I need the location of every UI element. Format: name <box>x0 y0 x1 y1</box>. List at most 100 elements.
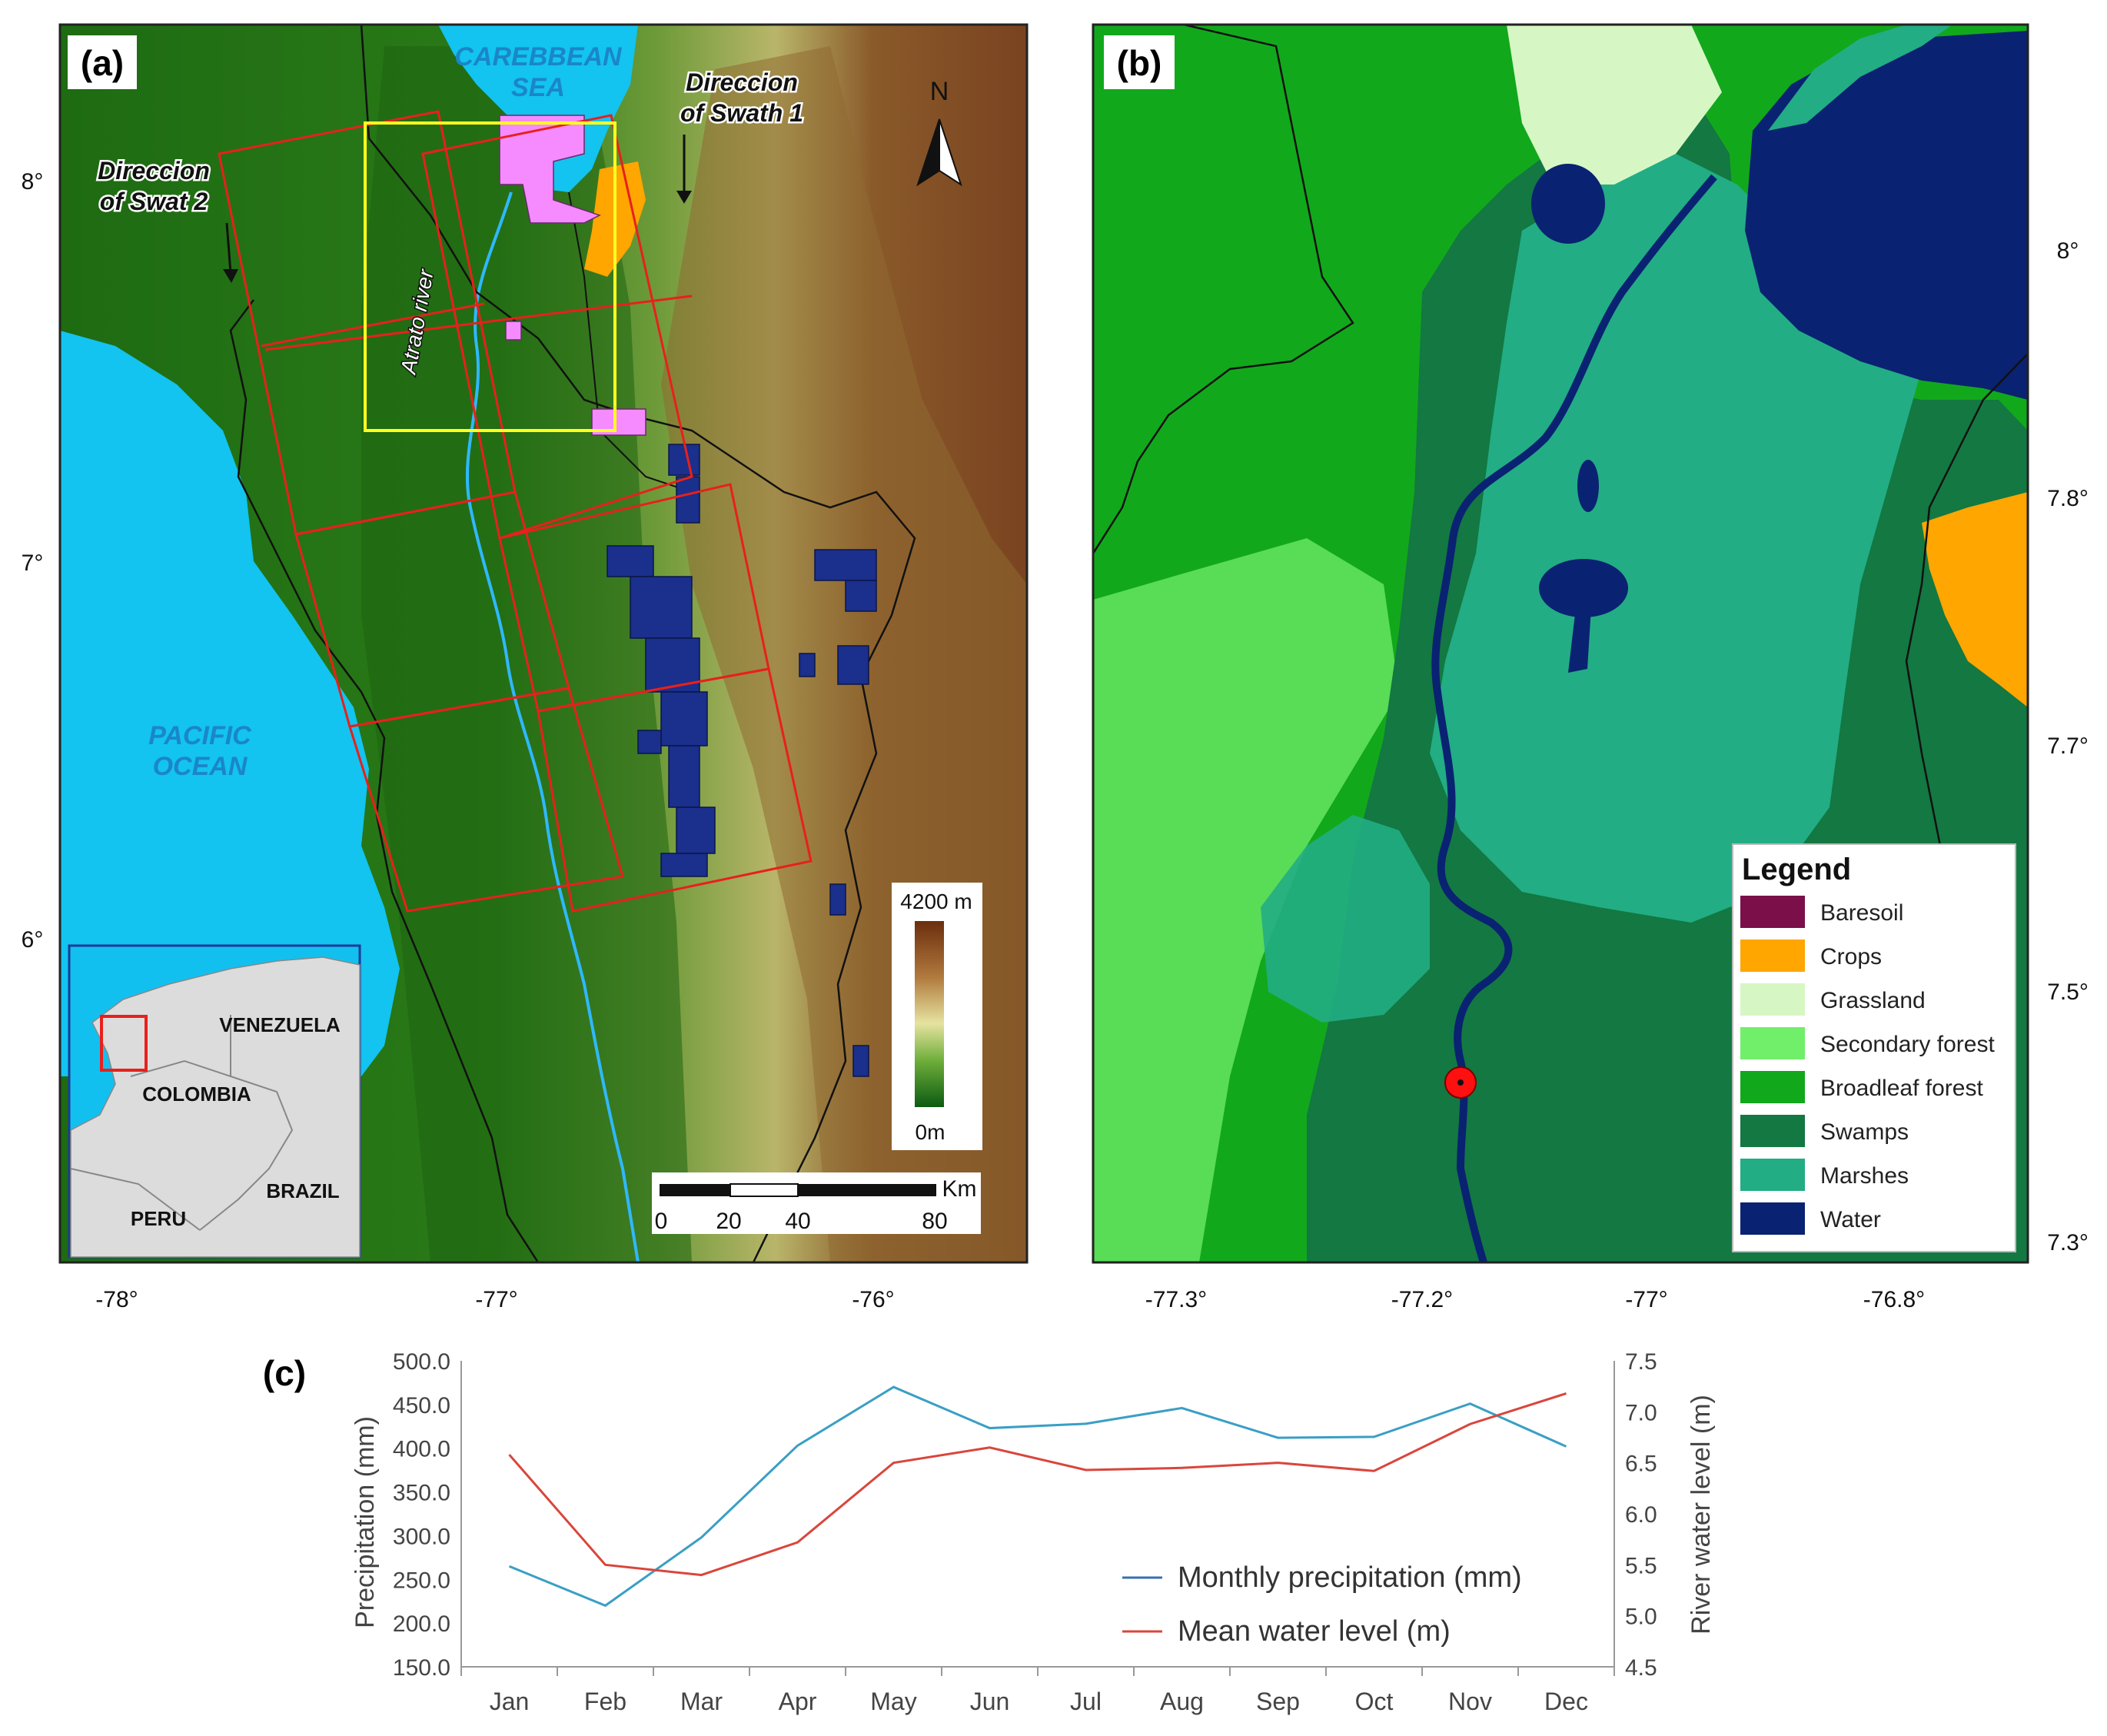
legend-swatch-5 <box>1740 1115 1805 1147</box>
swath1-arrowhead <box>676 191 692 204</box>
lagoon-center <box>1539 559 1628 617</box>
atrato-river <box>465 191 640 1262</box>
swath2-arrow <box>225 222 232 274</box>
panel-a-lat-ticks: 8° 7° 6° <box>22 169 44 953</box>
inset-study-box <box>100 1015 148 1072</box>
country-border <box>229 299 540 1262</box>
marshes-west <box>1261 815 1430 1023</box>
x-tick-label: Jan <box>490 1688 530 1715</box>
y-tick-label: 400.0 <box>393 1437 450 1462</box>
x-tick-label: Feb <box>584 1688 626 1715</box>
y2-tick-label: 4.5 <box>1625 1655 1657 1681</box>
panel-b-frame <box>1092 23 2029 1264</box>
water-blocks <box>607 444 877 1077</box>
landcover-legend: Legend Baresoil Crops Grassland Secondary f… <box>1732 843 2016 1252</box>
legend-swatch-6 <box>1740 1159 1805 1191</box>
inset-peru: PERU <box>131 1207 186 1230</box>
x-tick-label: Sep <box>1256 1688 1300 1715</box>
swath1-line2: of Swath 1 <box>680 99 803 127</box>
inset-land <box>70 956 361 1258</box>
crops-patch-right <box>1922 492 2028 707</box>
lon-tick-b-768: -76.8° <box>1863 1287 1925 1312</box>
inset-map: VENEZUELA COLOMBIA BRAZIL PERU <box>68 944 361 1259</box>
lat-tick-8: 8° <box>22 169 44 195</box>
x-tick-label: Jul <box>1070 1688 1102 1715</box>
lon-tick-78: -78° <box>95 1287 138 1312</box>
lagoon-north <box>1531 164 1605 244</box>
y-tick-label: 500.0 <box>393 1349 450 1375</box>
north-label: N <box>930 77 949 106</box>
swath1-label: Direccion of Swath 1 <box>678 67 805 129</box>
lagoon-small <box>1577 460 1599 512</box>
swath2-line1: Direccion <box>98 157 210 185</box>
y2-tick-label: 7.5 <box>1625 1349 1657 1375</box>
legend-swatch-0 <box>1740 896 1805 928</box>
x-tick-label: Jun <box>970 1688 1010 1715</box>
pink-small-1 <box>505 321 522 341</box>
panel-b-map: (b) Legend Baresoil Crops Grassland Seconda… <box>1092 23 2089 1312</box>
panel-a-label: (a) <box>81 43 124 83</box>
legend-label-level: Mean water level (m) <box>1178 1615 1451 1648</box>
legend-label-4: Broadleaf forest <box>1820 1076 1983 1101</box>
legend-swatch-3 <box>1740 1027 1805 1059</box>
chart-plot-area: 150.0 200.0 250.0 300.0 350.0 400.0 450.0 500.0… <box>393 1349 1657 1715</box>
y-tick-label: 300.0 <box>393 1524 450 1549</box>
scale-unit-label: Km <box>942 1176 977 1202</box>
y2-tick-label: 5.0 <box>1625 1605 1657 1630</box>
inset-brazil: BRAZIL <box>266 1179 339 1202</box>
legend-label-7: Water <box>1820 1207 1881 1232</box>
channel-water <box>1768 25 1952 131</box>
x-tick-label: May <box>870 1688 916 1715</box>
y2-tick-label: 6.5 <box>1625 1452 1657 1477</box>
pacific-label-2: OCEAN <box>153 752 248 781</box>
chart-legend: Monthly precipitation (mm) Mean water le… <box>1122 1561 1522 1648</box>
lat-tick-b-73: 7.3° <box>2047 1230 2089 1255</box>
legend-label-2: Grassland <box>1820 988 1926 1013</box>
legend-label-1: Crops <box>1820 944 1882 969</box>
swath-frames <box>218 110 813 913</box>
caribbean-label-1: CAREBBEAN <box>454 42 623 72</box>
panel-a-map: (a) CAREBBEAN SEA PACIFIC OCEAN Direccio… <box>22 23 1029 1312</box>
legend-items: Baresoil Crops Grassland Secondary forest Br… <box>1740 896 1995 1235</box>
x-tick-label: Nov <box>1448 1688 1492 1715</box>
scale-bar-box <box>652 1172 981 1234</box>
lon-tick-b-773: -77.3° <box>1145 1287 1207 1312</box>
swath1-line1: Direccion <box>686 68 798 96</box>
scale-bar-seg-2 <box>729 1183 799 1197</box>
series-line-0 <box>508 1385 1567 1608</box>
marshes-region <box>1430 154 1922 923</box>
lat-tick-b-8: 8° <box>2057 238 2079 264</box>
lat-tick-b-78: 7.8° <box>2047 486 2089 511</box>
grassland-top <box>1507 25 1722 185</box>
y-tick-label: 150.0 <box>393 1655 450 1681</box>
lat-tick-6: 6° <box>22 927 44 953</box>
study-area-box <box>364 121 616 432</box>
x-tick-label: Aug <box>1160 1688 1204 1715</box>
scale-tick-20: 20 <box>716 1209 741 1234</box>
y-tick-label: 250.0 <box>393 1568 450 1593</box>
lon-tick-77: -77° <box>475 1287 517 1312</box>
legend-label-6: Marshes <box>1820 1163 1909 1189</box>
pacific-ocean <box>60 331 400 1076</box>
elevation-max-label: 4200 m <box>900 890 972 913</box>
y-axis-label: Precipitation (mm) <box>351 1416 380 1628</box>
elevation-min-label: 0m <box>916 1120 945 1144</box>
gulf-water <box>1745 31 2028 400</box>
scale-tick-80: 80 <box>922 1209 947 1234</box>
legend-swatch-7 <box>1740 1202 1805 1235</box>
lat-tick-b-75: 7.5° <box>2047 979 2089 1005</box>
inset-venezuela: VENEZUELA <box>219 1013 341 1036</box>
legend-swatch-1 <box>1740 940 1805 972</box>
panel-a-frame <box>58 23 1029 1264</box>
swath2-line2: of Swat 2 <box>100 188 208 215</box>
province-border <box>568 191 693 493</box>
legend-swatch-2 <box>1740 983 1805 1016</box>
scale-bar-seg-3 <box>798 1184 936 1196</box>
caribbean-sea <box>438 25 638 192</box>
pink-region <box>499 115 601 224</box>
pacific-label-1: PACIFIC <box>148 721 251 750</box>
legend-label-0: Baresoil <box>1820 900 1903 926</box>
inset-colombia: COLOMBIA <box>142 1083 251 1106</box>
panel-b-label: (b) <box>1117 43 1162 83</box>
x-tick-label: Mar <box>680 1688 723 1715</box>
